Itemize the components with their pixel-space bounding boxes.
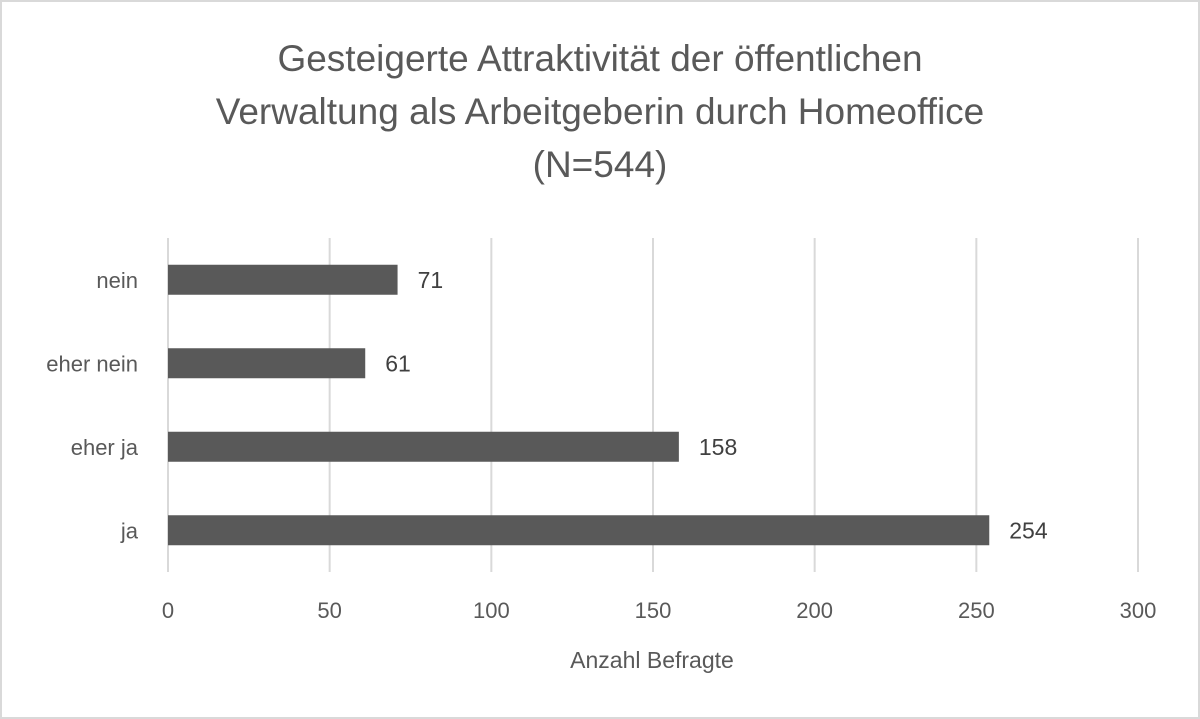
x-tick-label: 250 [958,598,995,623]
bar [168,515,990,546]
bars [168,264,990,546]
x-tick-label: 150 [635,598,672,623]
data-label: 158 [699,434,737,460]
data-label: 71 [418,267,444,293]
data-label: 254 [1009,517,1048,543]
bar [168,264,398,295]
x-tick-labels: 0 50 100 150 200 250 300 [162,598,1156,623]
x-axis-title: Anzahl Befragte [570,647,734,673]
category-label: nein [96,268,138,293]
category-label: eher ja [71,435,139,460]
bar [168,431,679,462]
data-labels: 71 61 158 254 [385,267,1048,544]
category-label: ja [120,518,139,543]
category-labels: nein eher nein eher ja ja [46,268,139,544]
chart-title-line-3: (N=544) [532,144,668,185]
chart-title: Gesteigerte Attraktivität der öffentlich… [0,32,1200,191]
x-tick-label: 100 [473,598,510,623]
x-tick-label: 0 [162,598,174,623]
x-tick-label: 300 [1120,598,1157,623]
category-label: eher nein [46,351,138,376]
chart-title-line-1: Gesteigerte Attraktivität der öffentlich… [277,38,923,79]
x-tick-label: 200 [796,598,833,623]
bar [168,348,366,379]
data-label: 61 [385,350,411,376]
chart-title-line-2: Verwaltung als Arbeitgeberin durch Homeo… [215,91,985,132]
x-tick-label: 50 [317,598,341,623]
